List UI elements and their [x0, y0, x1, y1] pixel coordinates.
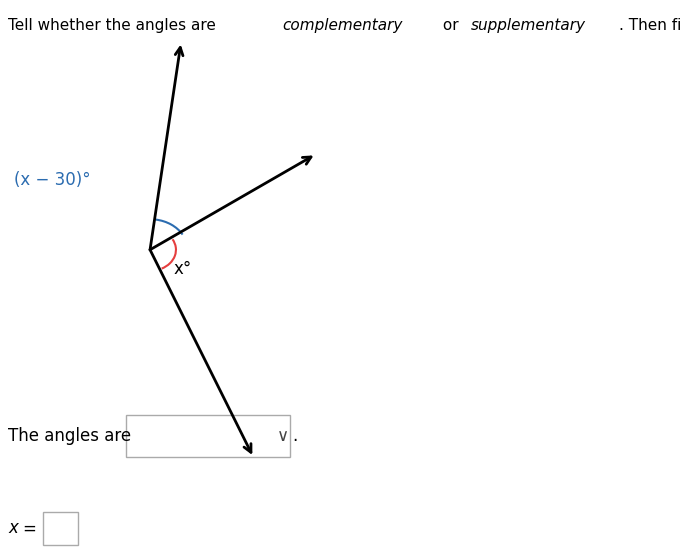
Text: or: or	[438, 18, 464, 33]
FancyBboxPatch shape	[126, 415, 290, 457]
Text: . Then find the value of: . Then find the value of	[619, 18, 682, 33]
Text: =: =	[23, 519, 36, 537]
FancyBboxPatch shape	[43, 512, 78, 545]
Text: .: .	[292, 427, 297, 445]
Text: supplementary: supplementary	[471, 18, 586, 33]
Text: ∨: ∨	[277, 427, 289, 445]
Text: x°: x°	[174, 260, 192, 278]
Text: x: x	[8, 519, 18, 537]
Text: The angles are: The angles are	[8, 427, 132, 445]
Text: Tell whether the angles are: Tell whether the angles are	[8, 18, 221, 33]
Text: complementary: complementary	[283, 18, 403, 33]
Text: (x − 30)°: (x − 30)°	[14, 171, 90, 189]
